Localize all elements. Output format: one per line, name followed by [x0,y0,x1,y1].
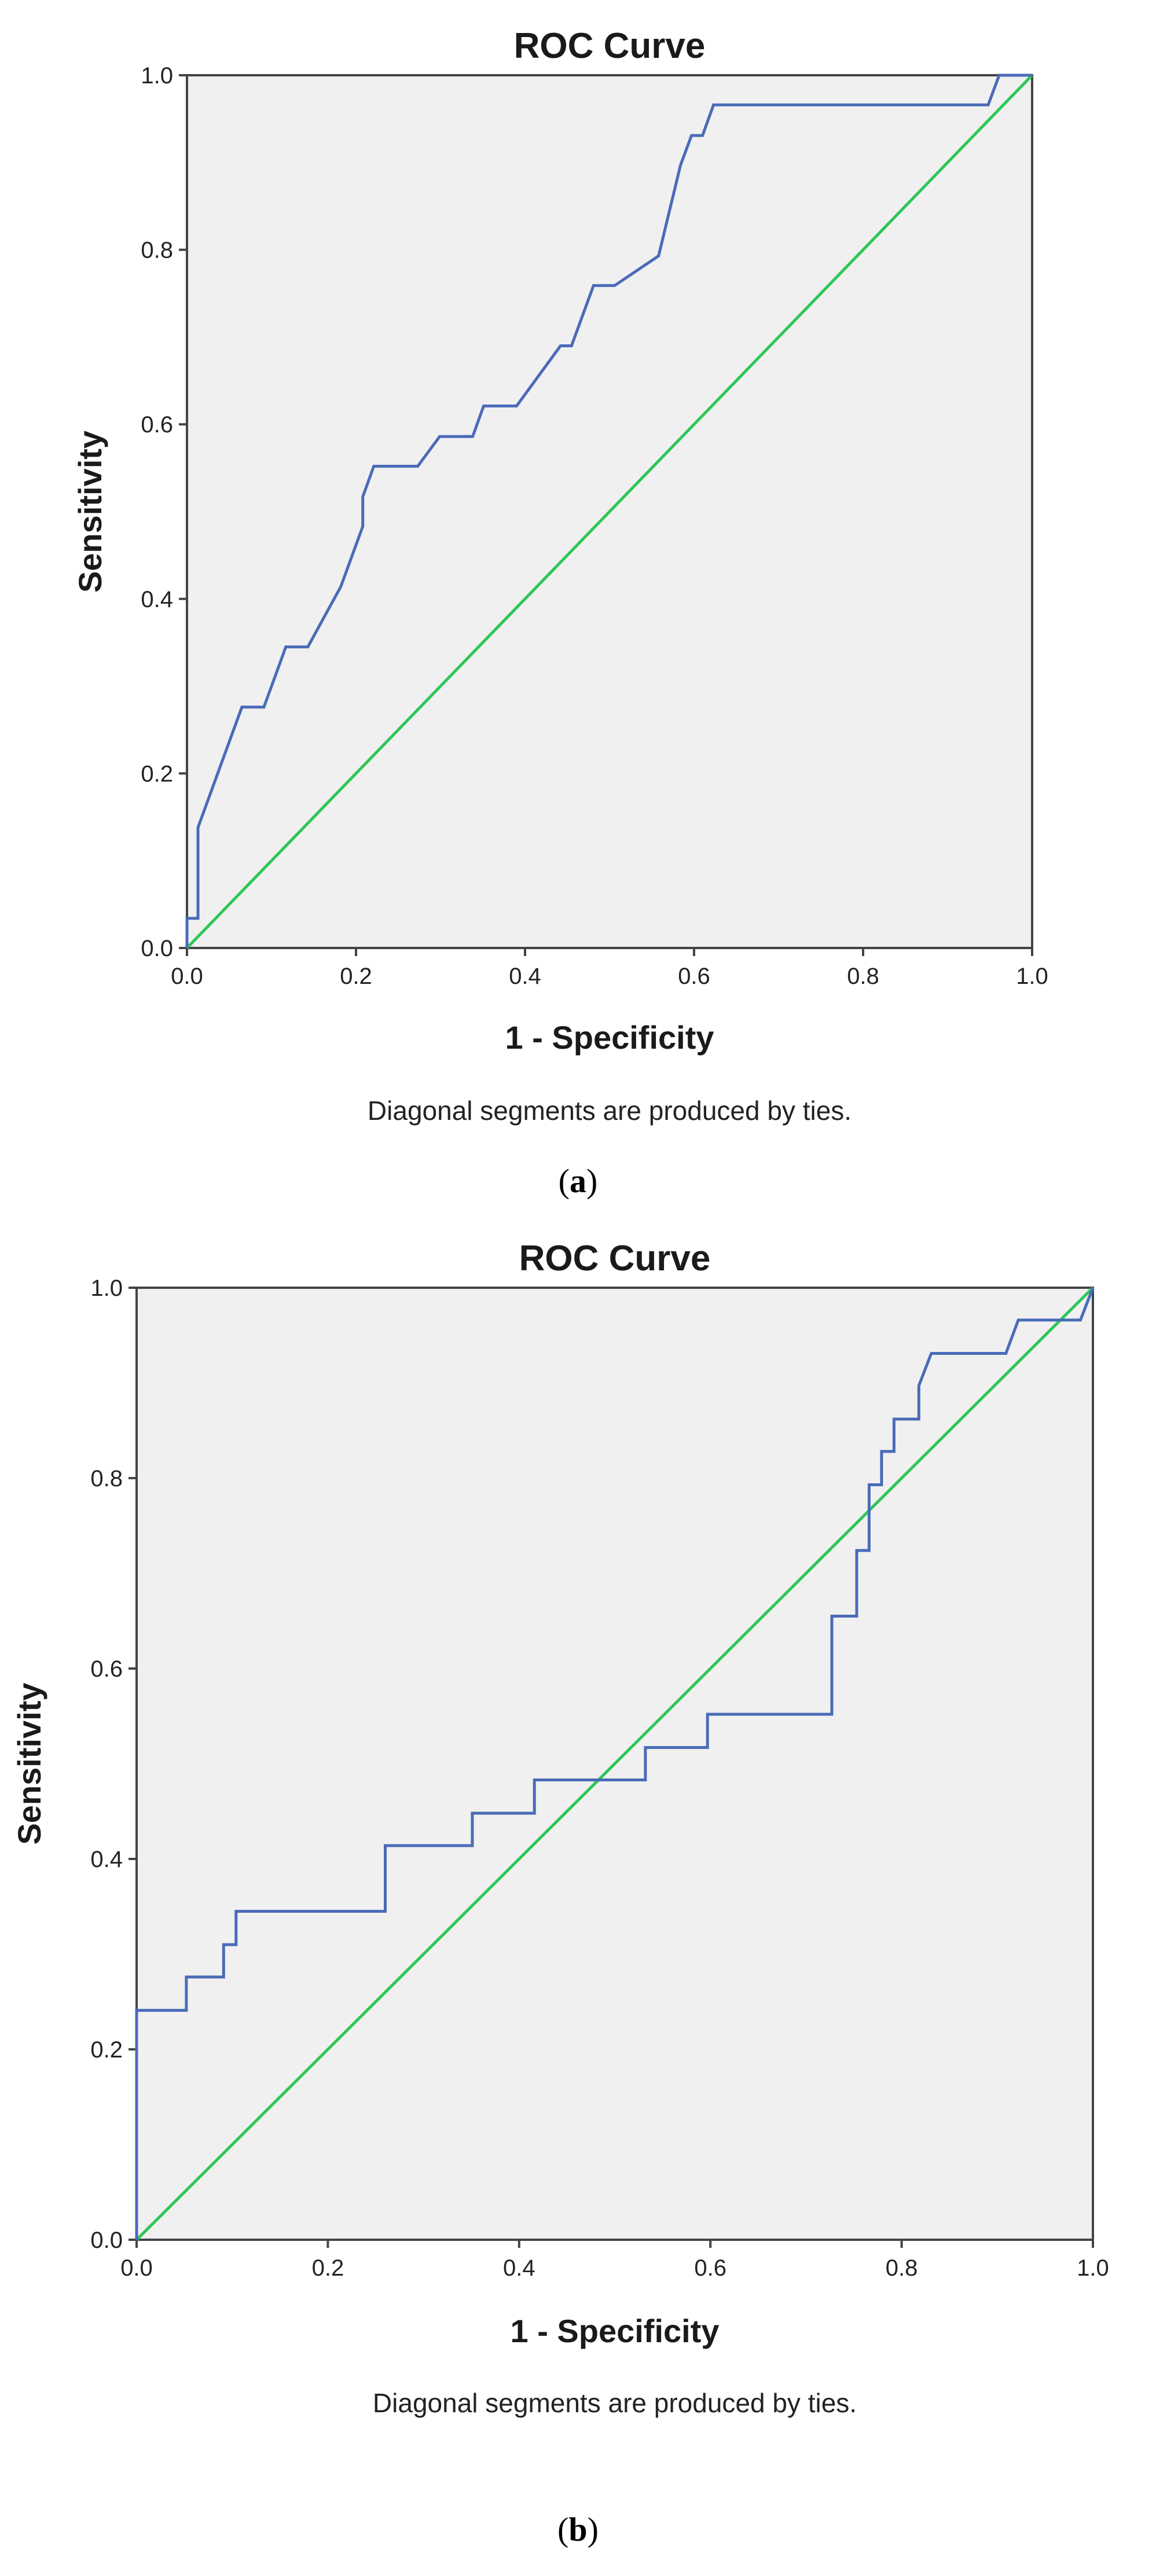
x-tick-label-a: 0.0 [171,964,203,989]
x-tick-label-b: 0.6 [694,2255,726,2281]
y-tick-label-a: 0.0 [141,936,173,961]
ties-note-b: Diagonal segments are produced by ties. [373,2388,857,2418]
panel-b: ROC Curve 0.0 0.2 0.4 0.6 0.8 1.0 0.0 0.2 0.4 0.6… [11,1239,1109,2548]
panel-a: ROC Curve 0.0 0.2 0.4 0.6 0.8 1.0 0.0 0.2 0.4 0.6… [72,26,1048,1200]
x-tick-label-a: 0.8 [847,964,879,989]
x-tick-label-b: 0.0 [120,2255,153,2281]
x-tick-label-b: 0.2 [312,2255,344,2281]
y-tick-label-a: 1.0 [141,63,173,89]
x-tick-label-b: 0.4 [503,2255,535,2281]
roc-curve-b [135,1287,1095,2240]
x-tick-label-a: 0.4 [509,964,541,989]
ties-note-a: Diagonal segments are produced by ties. [368,1096,852,1126]
y-axis-label-b: Sensitivity [11,1682,47,1844]
y-tick-label-a: 0.4 [141,587,173,612]
ticks-a: 0.0 0.2 0.4 0.6 0.8 1.0 0.0 0.2 0.4 0.6 0.8 1.0 [141,63,1048,989]
y-tick-label-b: 0.2 [90,2037,123,2063]
y-axis-label-a: Sensitivity [72,431,108,593]
x-axis-label-b: 1 - Specificity [510,2313,719,2349]
y-tick-label-b: 0.4 [90,1847,123,1872]
chart-title-b: ROC Curve [519,1239,711,1278]
y-tick-label-b: 0.8 [90,1466,123,1491]
x-tick-label-a: 0.6 [678,964,710,989]
y-tick-label-b: 0.0 [90,2228,123,2253]
y-tick-label-a: 0.8 [141,238,173,263]
roc-curve-a [185,74,1032,948]
x-tick-label-b: 1.0 [1077,2255,1109,2281]
panel-letter-a: a [570,1162,586,1200]
panel-caption-b: (b) [557,2511,599,2548]
y-tick-label-b: 0.6 [90,1656,123,1682]
ticks-b: 0.0 0.2 0.4 0.6 0.8 1.0 0.0 0.2 0.4 0.6 0.8 1.0 [90,1276,1109,2281]
panel-letter-b: b [568,2511,587,2548]
x-tick-label-a: 1.0 [1016,964,1048,989]
y-tick-label-b: 1.0 [90,1276,123,1301]
reference-line-a [186,74,1033,949]
x-axis-label-a: 1 - Specificity [505,1019,714,1056]
x-tick-label-b: 0.8 [886,2255,918,2281]
panel-caption-a: (a) [559,1162,598,1200]
y-tick-label-a: 0.6 [141,412,173,438]
x-tick-label-a: 0.2 [340,964,372,989]
reference-line-b [135,1287,1094,2241]
y-tick-label-a: 0.2 [141,761,173,787]
chart-title-a: ROC Curve [514,26,706,66]
